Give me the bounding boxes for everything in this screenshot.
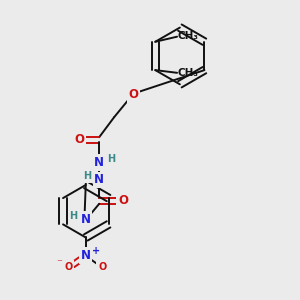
Text: N: N (94, 173, 104, 186)
Text: N: N (94, 156, 104, 169)
Text: CH₃: CH₃ (178, 68, 199, 78)
Text: O: O (118, 194, 128, 207)
Text: H: H (83, 171, 91, 181)
Text: +: + (92, 246, 100, 256)
Text: O: O (75, 133, 85, 146)
Text: O: O (129, 88, 139, 101)
Text: H: H (69, 211, 77, 221)
Text: O: O (64, 262, 73, 272)
Text: N: N (81, 249, 91, 262)
Text: N: N (81, 213, 91, 226)
Text: H: H (108, 154, 116, 164)
Text: O: O (98, 262, 106, 272)
Text: CH₃: CH₃ (178, 32, 199, 41)
Text: ⁻: ⁻ (57, 258, 62, 268)
